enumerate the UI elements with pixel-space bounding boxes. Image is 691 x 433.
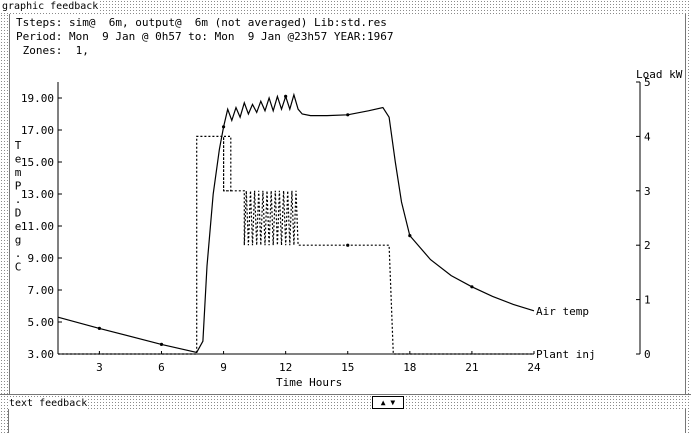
y2-tick-label: 2: [644, 239, 651, 252]
chart-series: Air temp Plant inj: [57, 92, 596, 361]
y2-tick-label: 4: [644, 130, 651, 143]
y-axis-label-char: e: [15, 153, 22, 166]
text-feedback-label: text feedback: [8, 398, 89, 409]
series-marker-air-temp: [159, 342, 164, 346]
series-label-air-temp: Air temp: [536, 305, 589, 318]
header-zones: Zones: 1,: [16, 44, 89, 57]
x-tick-label: 18: [403, 361, 416, 374]
y-axis-label-char: C: [15, 261, 22, 274]
series-marker-air-temp: [284, 94, 288, 98]
y-tick-label: 5.00: [28, 316, 55, 329]
text-feedback-section: text feedback ▲ ▼: [0, 394, 691, 433]
y-tick-label: 15.00: [21, 156, 54, 169]
y-tick-label: 17.00: [21, 124, 54, 137]
y-axis-label-char: e: [15, 220, 22, 233]
header-period: Period: Mon 9 Jan @ 0h57 to: Mon 9 Jan @…: [16, 30, 394, 43]
pane-splitter-toggle[interactable]: ▲ ▼: [372, 396, 404, 409]
y-axis-label-char: .: [15, 247, 22, 260]
series-marker-plant-inj: [346, 243, 350, 247]
y-tick-label: 9.00: [28, 252, 55, 265]
series-marker-air-temp: [97, 326, 101, 330]
y-axis-label-char: P: [15, 180, 22, 193]
x-tick-label: 21: [465, 361, 478, 374]
graphic-feedback-label: graphic feedback: [1, 1, 100, 12]
y-axis-ticks: 3.00 5.00 7.00 9.00 11.00 13.00 15.00 17.00 19.0…: [21, 92, 62, 361]
y2-axis-label: Load kW: [636, 68, 683, 81]
series-marker-air-temp: [470, 285, 474, 289]
y-axis-label-char: T: [15, 139, 22, 152]
graphic-feedback-panel: Tsteps: sim@ 6m, output@ 6m (not average…: [9, 14, 686, 395]
y-axis-label-char: .: [15, 193, 22, 206]
series-marker-air-temp: [346, 113, 350, 117]
y-axis-label-char: g: [15, 234, 22, 247]
right-border: [684, 14, 691, 394]
y-axis-label-char: m: [15, 166, 22, 179]
y2-tick-label: 5: [644, 76, 651, 89]
graphic-feedback-titlebar: graphic feedback: [0, 0, 691, 15]
series-line-plant-inj: [58, 135, 534, 355]
x-axis-ticks: 3 6 9 12 15 18 21 24: [96, 351, 541, 374]
y-tick-label: 7.00: [28, 284, 55, 297]
y-tick-label: 13.00: [21, 188, 54, 201]
y-tick-label: 3.00: [28, 348, 55, 361]
series-line-air-temp: [57, 92, 535, 354]
header-timesteps: Tsteps: sim@ 6m, output@ 6m (not average…: [16, 16, 387, 29]
x-tick-label: 15: [341, 361, 354, 374]
left-border: [0, 14, 9, 394]
x-tick-label: 6: [158, 361, 165, 374]
x-tick-label: 24: [527, 361, 541, 374]
x-tick-label: 12: [279, 361, 292, 374]
y-axis-label-char: D: [15, 207, 22, 220]
x-tick-label: 3: [96, 361, 103, 374]
y2-axis-ticks: 0 1 2 3 4 5: [636, 76, 651, 361]
y2-tick-label: 3: [644, 185, 651, 198]
y2-tick-label: 0: [644, 348, 651, 361]
series-marker-air-temp: [408, 234, 412, 238]
y-tick-label: 11.00: [21, 220, 54, 233]
y2-tick-label: 1: [644, 294, 651, 307]
series-marker-air-temp: [221, 125, 226, 129]
series-label-plant-inj: Plant inj: [536, 348, 596, 361]
y-tick-label: 19.00: [21, 92, 54, 105]
x-axis-label: Time Hours: [276, 376, 342, 389]
text-feedback-area: [8, 409, 686, 433]
x-tick-label: 9: [220, 361, 227, 374]
